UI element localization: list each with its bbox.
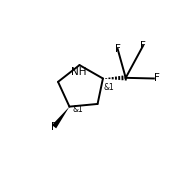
Text: F: F [154,73,160,84]
Text: &1: &1 [104,83,114,92]
Text: F: F [115,44,121,54]
Polygon shape [52,107,69,128]
Text: &1: &1 [72,105,83,114]
Text: NH: NH [71,68,87,77]
Text: F: F [140,41,146,51]
Text: F: F [51,122,57,132]
